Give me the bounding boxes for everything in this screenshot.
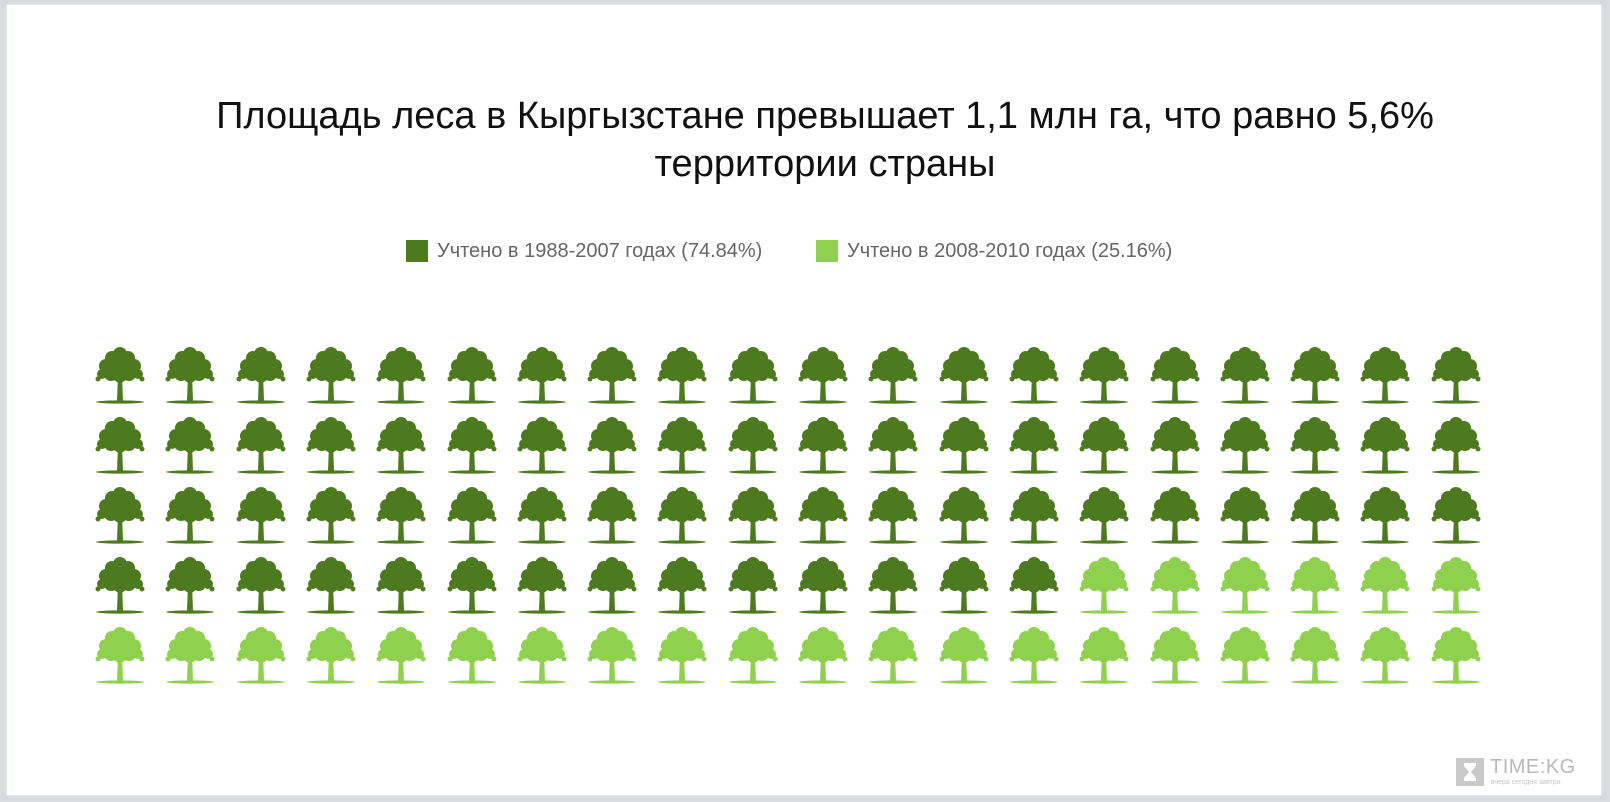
time-kg-watermark: TIME:KG вчера сегодня завтра [1456, 754, 1596, 792]
hourglass-icon [1456, 758, 1484, 786]
chart-title: Площадь леса в Кыргызстане превышает 1,1… [60, 92, 1590, 188]
legend-label: Учтено в 1988-2007 годах (74.84%) [437, 240, 763, 262]
legend-swatch-dark-green [406, 240, 428, 262]
chart-title-line-1: Площадь леса в Кыргызстане превышает 1,1… [216, 95, 1434, 137]
legend-swatch-light-green [816, 240, 838, 262]
watermark-brand: TIME:KG [1490, 756, 1576, 778]
chart-title-line-2: территории страны [654, 143, 996, 185]
chart-frame [6, 4, 1602, 796]
chart-legend: Учтено в 1988-2007 годах (74.84%) Учтено… [0, 236, 1610, 266]
legend-label: Учтено в 2008-2010 годах (25.16%) [847, 240, 1173, 262]
watermark-tagline: вчера сегодня завтра [1491, 779, 1561, 786]
